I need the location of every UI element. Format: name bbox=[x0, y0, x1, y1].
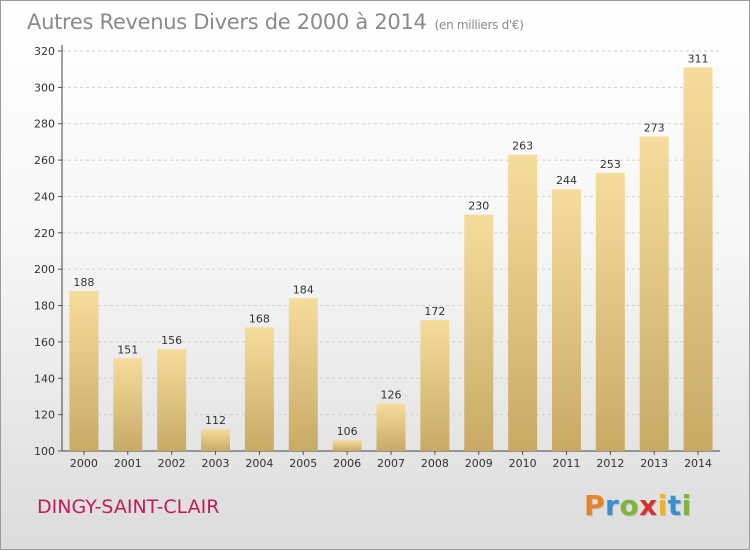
bar bbox=[683, 67, 713, 451]
brand-letter: x bbox=[639, 489, 658, 522]
brand-letter: r bbox=[605, 489, 620, 522]
bar bbox=[464, 214, 494, 451]
bar bbox=[113, 358, 143, 451]
x-tick-label: 2008 bbox=[421, 457, 449, 470]
chart-unit: (en milliers d'€) bbox=[434, 18, 524, 32]
data-label: 230 bbox=[468, 200, 489, 213]
y-tick-label: 120 bbox=[34, 409, 55, 422]
bar bbox=[595, 172, 625, 451]
bar bbox=[376, 403, 406, 451]
bar bbox=[201, 429, 231, 451]
data-label: 156 bbox=[161, 334, 182, 347]
location-label: DINGY-SAINT-CLAIR bbox=[37, 496, 220, 518]
bar bbox=[420, 320, 450, 451]
data-label: 253 bbox=[600, 158, 621, 171]
y-tick-label: 300 bbox=[34, 81, 55, 94]
x-tick-label: 2006 bbox=[333, 457, 361, 470]
bar bbox=[508, 154, 538, 452]
x-tick-label: 2001 bbox=[114, 457, 142, 470]
bar bbox=[332, 440, 362, 451]
x-tick-label: 2003 bbox=[202, 457, 230, 470]
brand-letter: o bbox=[619, 489, 640, 522]
x-tick-label: 2011 bbox=[552, 457, 580, 470]
y-tick-label: 160 bbox=[34, 336, 55, 349]
data-label: 126 bbox=[381, 389, 402, 402]
y-tick-label: 140 bbox=[34, 372, 55, 385]
data-label: 263 bbox=[512, 140, 533, 153]
y-tick-label: 100 bbox=[34, 445, 55, 458]
chart-title: Autres Revenus Divers de 2000 à 2014 (en … bbox=[27, 10, 524, 34]
bar bbox=[288, 298, 318, 451]
bar bbox=[551, 189, 581, 451]
y-tick-label: 260 bbox=[34, 154, 55, 167]
data-label: 244 bbox=[556, 174, 577, 187]
x-tick-label: 2014 bbox=[684, 457, 712, 470]
brand-logo: Proxiti bbox=[584, 489, 692, 522]
x-tick-label: 2007 bbox=[377, 457, 405, 470]
chart-title-text: Autres Revenus Divers de 2000 à 2014 bbox=[27, 10, 427, 34]
data-label: 273 bbox=[644, 121, 665, 134]
x-tick-label: 2013 bbox=[640, 457, 668, 470]
data-label: 311 bbox=[688, 52, 709, 65]
data-label: 184 bbox=[293, 283, 314, 296]
x-tick-label: 2012 bbox=[596, 457, 624, 470]
brand-letter: i bbox=[681, 489, 692, 522]
data-label: 112 bbox=[205, 414, 226, 427]
bar bbox=[244, 327, 274, 451]
data-label: 168 bbox=[249, 312, 270, 325]
y-tick-label: 180 bbox=[34, 300, 55, 313]
y-tick-label: 200 bbox=[34, 263, 55, 276]
bar bbox=[639, 136, 669, 452]
y-tick-label: 240 bbox=[34, 190, 55, 203]
y-tick-label: 220 bbox=[34, 227, 55, 240]
data-label: 188 bbox=[73, 276, 94, 289]
x-tick-label: 2000 bbox=[70, 457, 98, 470]
x-tick-label: 2004 bbox=[245, 457, 273, 470]
bar bbox=[69, 291, 99, 451]
y-tick-label: 320 bbox=[34, 45, 55, 58]
data-label: 106 bbox=[337, 425, 358, 438]
x-tick-label: 2002 bbox=[158, 457, 186, 470]
x-tick-label: 2009 bbox=[465, 457, 493, 470]
x-tick-label: 2010 bbox=[509, 457, 537, 470]
data-label: 151 bbox=[117, 343, 138, 356]
brand-letter: P bbox=[584, 489, 606, 522]
bar bbox=[157, 349, 187, 451]
y-tick-label: 280 bbox=[34, 118, 55, 131]
data-label: 172 bbox=[424, 305, 445, 318]
brand-letter: i bbox=[657, 489, 668, 522]
brand-letter: t bbox=[667, 489, 682, 522]
x-tick-label: 2005 bbox=[289, 457, 317, 470]
